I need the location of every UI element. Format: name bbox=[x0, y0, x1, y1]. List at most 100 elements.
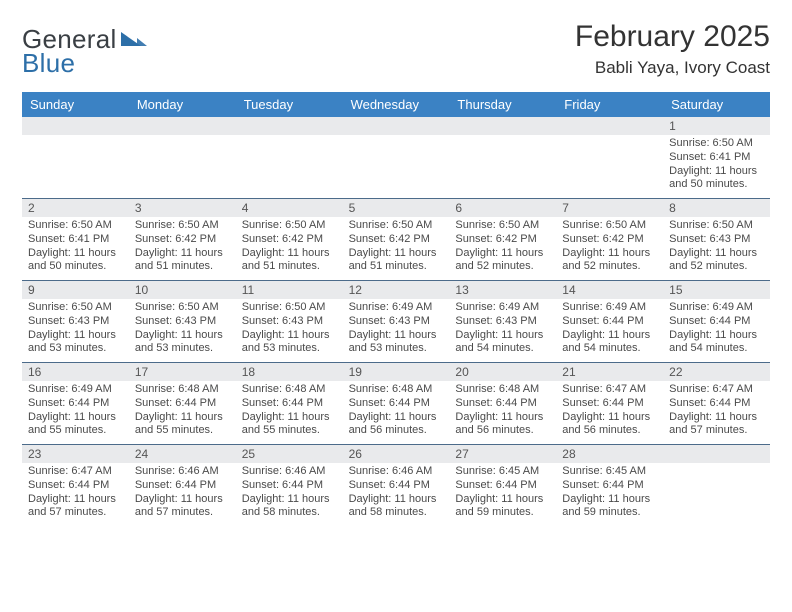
day-number: 26 bbox=[343, 445, 450, 463]
sunset-line: Sunset: 6:43 PM bbox=[242, 315, 337, 329]
sunset-line: Sunset: 6:44 PM bbox=[562, 397, 657, 411]
sunrise-line: Sunrise: 6:50 AM bbox=[669, 137, 764, 151]
daylight-line2: and 51 minutes. bbox=[242, 260, 337, 274]
daylight-line2: and 56 minutes. bbox=[455, 424, 550, 438]
day-number: 18 bbox=[236, 363, 343, 381]
calendar-weeks: 1Sunrise: 6:50 AMSunset: 6:41 PMDaylight… bbox=[22, 117, 770, 526]
daylight-line2: and 50 minutes. bbox=[669, 178, 764, 192]
page-subtitle: Babli Yaya, Ivory Coast bbox=[575, 58, 770, 78]
sunset-line: Sunset: 6:44 PM bbox=[562, 315, 657, 329]
dow-friday: Friday bbox=[556, 92, 663, 117]
dow-monday: Monday bbox=[129, 92, 236, 117]
day-number bbox=[556, 117, 663, 135]
day-cell: Sunrise: 6:45 AMSunset: 6:44 PMDaylight:… bbox=[449, 463, 556, 526]
daylight-line1: Daylight: 11 hours bbox=[349, 329, 444, 343]
day-cell: Sunrise: 6:46 AMSunset: 6:44 PMDaylight:… bbox=[129, 463, 236, 526]
sunrise-line: Sunrise: 6:46 AM bbox=[135, 465, 230, 479]
day-number bbox=[129, 117, 236, 135]
dow-wednesday: Wednesday bbox=[343, 92, 450, 117]
week-cells: Sunrise: 6:49 AMSunset: 6:44 PMDaylight:… bbox=[22, 381, 770, 444]
daylight-line2: and 52 minutes. bbox=[562, 260, 657, 274]
sunset-line: Sunset: 6:43 PM bbox=[455, 315, 550, 329]
sunrise-line: Sunrise: 6:48 AM bbox=[349, 383, 444, 397]
sunrise-line: Sunrise: 6:46 AM bbox=[349, 465, 444, 479]
day-number: 28 bbox=[556, 445, 663, 463]
daylight-line1: Daylight: 11 hours bbox=[669, 329, 764, 343]
daylight-line1: Daylight: 11 hours bbox=[562, 329, 657, 343]
daylight-line2: and 58 minutes. bbox=[242, 506, 337, 520]
daylight-line2: and 56 minutes. bbox=[349, 424, 444, 438]
day-number: 11 bbox=[236, 281, 343, 299]
day-number: 24 bbox=[129, 445, 236, 463]
day-number: 1 bbox=[663, 117, 770, 135]
day-cell: Sunrise: 6:49 AMSunset: 6:44 PMDaylight:… bbox=[22, 381, 129, 444]
day-cell: Sunrise: 6:47 AMSunset: 6:44 PMDaylight:… bbox=[22, 463, 129, 526]
daylight-line1: Daylight: 11 hours bbox=[562, 493, 657, 507]
day-number: 20 bbox=[449, 363, 556, 381]
sunrise-line: Sunrise: 6:49 AM bbox=[562, 301, 657, 315]
sunset-line: Sunset: 6:44 PM bbox=[242, 479, 337, 493]
daylight-line1: Daylight: 11 hours bbox=[135, 329, 230, 343]
daylight-line2: and 54 minutes. bbox=[669, 342, 764, 356]
daylight-line2: and 57 minutes. bbox=[28, 506, 123, 520]
day-cell bbox=[663, 463, 770, 526]
daylight-line1: Daylight: 11 hours bbox=[242, 493, 337, 507]
sunrise-line: Sunrise: 6:48 AM bbox=[242, 383, 337, 397]
daylight-line2: and 51 minutes. bbox=[135, 260, 230, 274]
sunset-line: Sunset: 6:44 PM bbox=[349, 397, 444, 411]
sunset-line: Sunset: 6:43 PM bbox=[135, 315, 230, 329]
day-cell: Sunrise: 6:50 AMSunset: 6:41 PMDaylight:… bbox=[663, 135, 770, 198]
daylight-line1: Daylight: 11 hours bbox=[455, 329, 550, 343]
week-cells: Sunrise: 6:50 AMSunset: 6:41 PMDaylight:… bbox=[22, 217, 770, 280]
week-daynums: 9101112131415 bbox=[22, 280, 770, 299]
daylight-line2: and 56 minutes. bbox=[562, 424, 657, 438]
daylight-line2: and 53 minutes. bbox=[28, 342, 123, 356]
daylight-line1: Daylight: 11 hours bbox=[135, 411, 230, 425]
daylight-line1: Daylight: 11 hours bbox=[669, 247, 764, 261]
day-number: 22 bbox=[663, 363, 770, 381]
sunrise-line: Sunrise: 6:49 AM bbox=[28, 383, 123, 397]
sunrise-line: Sunrise: 6:49 AM bbox=[349, 301, 444, 315]
daylight-line2: and 53 minutes. bbox=[135, 342, 230, 356]
daylight-line1: Daylight: 11 hours bbox=[135, 247, 230, 261]
daylight-line2: and 50 minutes. bbox=[28, 260, 123, 274]
sunrise-line: Sunrise: 6:45 AM bbox=[562, 465, 657, 479]
sunset-line: Sunset: 6:44 PM bbox=[242, 397, 337, 411]
daylight-line1: Daylight: 11 hours bbox=[349, 411, 444, 425]
day-cell: Sunrise: 6:50 AMSunset: 6:43 PMDaylight:… bbox=[22, 299, 129, 362]
sunrise-line: Sunrise: 6:50 AM bbox=[349, 219, 444, 233]
week-daynums: 232425262728 bbox=[22, 444, 770, 463]
daylight-line1: Daylight: 11 hours bbox=[349, 493, 444, 507]
sunset-line: Sunset: 6:44 PM bbox=[455, 479, 550, 493]
day-number: 10 bbox=[129, 281, 236, 299]
sunset-line: Sunset: 6:44 PM bbox=[349, 479, 444, 493]
dow-saturday: Saturday bbox=[663, 92, 770, 117]
day-number: 8 bbox=[663, 199, 770, 217]
daylight-line1: Daylight: 11 hours bbox=[349, 247, 444, 261]
sunset-line: Sunset: 6:43 PM bbox=[28, 315, 123, 329]
day-cell: Sunrise: 6:50 AMSunset: 6:41 PMDaylight:… bbox=[22, 217, 129, 280]
day-cell: Sunrise: 6:48 AMSunset: 6:44 PMDaylight:… bbox=[236, 381, 343, 444]
day-cell: Sunrise: 6:47 AMSunset: 6:44 PMDaylight:… bbox=[663, 381, 770, 444]
daylight-line1: Daylight: 11 hours bbox=[455, 247, 550, 261]
brand-logo: General Blue bbox=[22, 20, 147, 76]
daylight-line2: and 53 minutes. bbox=[349, 342, 444, 356]
sunrise-line: Sunrise: 6:49 AM bbox=[455, 301, 550, 315]
daylight-line1: Daylight: 11 hours bbox=[242, 411, 337, 425]
daylight-line1: Daylight: 11 hours bbox=[242, 329, 337, 343]
sail-icon bbox=[121, 28, 147, 50]
sunrise-line: Sunrise: 6:50 AM bbox=[135, 301, 230, 315]
sunset-line: Sunset: 6:44 PM bbox=[669, 315, 764, 329]
day-number: 2 bbox=[22, 199, 129, 217]
daylight-line1: Daylight: 11 hours bbox=[242, 247, 337, 261]
day-number bbox=[22, 117, 129, 135]
sunrise-line: Sunrise: 6:50 AM bbox=[669, 219, 764, 233]
daylight-line1: Daylight: 11 hours bbox=[28, 247, 123, 261]
sunset-line: Sunset: 6:44 PM bbox=[135, 397, 230, 411]
day-cell: Sunrise: 6:48 AMSunset: 6:44 PMDaylight:… bbox=[449, 381, 556, 444]
daylight-line1: Daylight: 11 hours bbox=[669, 165, 764, 179]
day-cell: Sunrise: 6:50 AMSunset: 6:42 PMDaylight:… bbox=[129, 217, 236, 280]
daylight-line2: and 59 minutes. bbox=[455, 506, 550, 520]
daylight-line1: Daylight: 11 hours bbox=[562, 247, 657, 261]
day-cell: Sunrise: 6:50 AMSunset: 6:43 PMDaylight:… bbox=[129, 299, 236, 362]
